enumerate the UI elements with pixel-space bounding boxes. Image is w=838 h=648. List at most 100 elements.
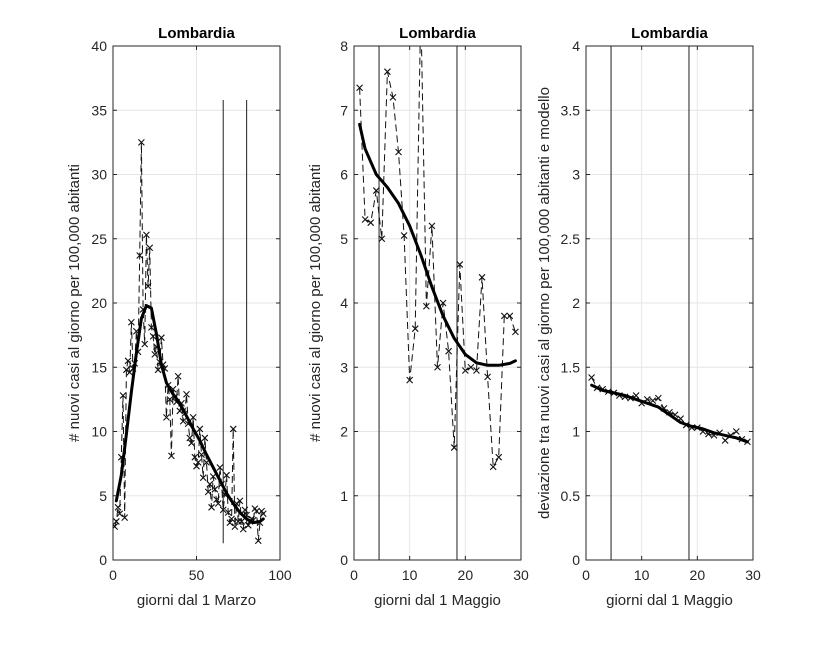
chart-title: Lombardia — [631, 25, 708, 42]
data-point-marker — [228, 515, 235, 523]
data-point-marker — [201, 434, 209, 442]
data-point-marker — [489, 463, 497, 471]
x-tick-label: 100 — [268, 567, 292, 583]
data-point-marker — [506, 312, 514, 320]
y-tick-label: 5 — [340, 231, 348, 247]
data-point-marker — [389, 94, 397, 101]
x-tick-label: 30 — [513, 567, 529, 583]
data-point-marker — [163, 413, 170, 421]
data-point-marker — [113, 518, 120, 525]
data-point-marker — [127, 318, 135, 326]
data-point-marker — [136, 252, 144, 259]
y-tick-label: 0.5 — [561, 488, 581, 504]
data-point-marker — [434, 363, 441, 371]
data-point-marker — [141, 340, 149, 348]
data-point-marker — [189, 413, 197, 421]
chart-panel-3: 0 10 20 30 0 0.5 1 1.5 2 2.5 3 3.5 4 Lombardia giorni … — [536, 25, 761, 609]
y-tick-label: 10 — [91, 424, 107, 440]
data-point-marker — [239, 525, 247, 533]
data-point-marker — [445, 347, 453, 355]
y-tick-label: 2 — [340, 424, 348, 440]
data-point-marker — [244, 521, 252, 529]
y-tick-label: 2 — [572, 295, 580, 311]
data-point-marker — [400, 232, 408, 239]
data-point-marker — [473, 367, 480, 374]
data-point-marker — [254, 537, 262, 545]
chart-panel-1: 0 50 100 0 5 10 15 20 25 30 35 40 Lombardia giorni da… — [66, 25, 292, 609]
data-point-marker — [113, 523, 119, 530]
data-point-marker — [211, 485, 219, 493]
data-point-marker — [418, 4, 424, 10]
data-point-marker — [179, 417, 187, 425]
data-point-marker — [183, 390, 190, 398]
data-point-marker — [732, 428, 740, 435]
data-point-marker — [166, 395, 174, 403]
y-tick-label: 1 — [340, 488, 348, 504]
x-tick-label: 30 — [745, 567, 761, 583]
data-point-marker — [649, 397, 657, 405]
y-tick-label: 6 — [340, 167, 348, 183]
data-point-marker — [168, 452, 175, 460]
data-point-marker — [411, 325, 419, 333]
data-point-marker — [121, 514, 129, 521]
x-tick-label: 20 — [458, 567, 474, 583]
data-point-marker — [456, 261, 464, 268]
data-point-marker — [146, 244, 154, 252]
y-tick-label: 8 — [340, 38, 348, 54]
data-point-marker — [356, 84, 363, 92]
data-point-marker — [196, 425, 204, 433]
data-point-marker — [367, 219, 375, 227]
data-point-marker — [216, 464, 224, 471]
data-point-marker — [151, 351, 159, 358]
data-point-marker — [114, 503, 122, 511]
data-point-marker — [116, 510, 124, 518]
data-point-marker — [193, 462, 200, 470]
y-tick-label: 25 — [91, 231, 107, 247]
data-point-marker — [223, 471, 230, 479]
data-point-marker — [154, 366, 162, 374]
data-point-marker — [204, 488, 212, 496]
data-point-marker — [467, 363, 475, 371]
y-tick-label: 3 — [572, 167, 580, 183]
y-tick-label: 2.5 — [561, 231, 581, 247]
series-model-line — [114, 304, 265, 525]
chart-title: Lombardia — [158, 25, 235, 42]
data-point-marker — [422, 302, 430, 310]
data-point-marker — [238, 518, 245, 525]
data-point-marker — [199, 474, 207, 482]
chart-panel-2: 0 10 20 30 0 1 2 3 4 5 6 7 8 Lombardia giorni dal 1 Ma… — [307, 4, 529, 609]
x-tick-label: 20 — [690, 567, 706, 583]
y-tick-label: 4 — [572, 38, 580, 54]
plot-area — [588, 46, 751, 560]
x-axis-label: giorni dal 1 Maggio — [606, 592, 733, 609]
chart-title: Lombardia — [399, 25, 476, 42]
y-tick-label: 30 — [91, 167, 107, 183]
data-point-marker — [186, 434, 194, 442]
data-point-marker — [236, 497, 244, 505]
y-tick-label: 0 — [340, 552, 348, 568]
data-point-marker — [124, 357, 132, 365]
data-point-marker — [188, 439, 195, 447]
data-point-marker — [194, 458, 202, 466]
data-point-marker — [119, 392, 127, 399]
y-axis-label: # nuovi casi al giorno per 100,000 abita… — [307, 164, 324, 442]
x-tick-label: 0 — [582, 567, 590, 583]
x-axis-label: giorni dal 1 Maggio — [374, 592, 501, 609]
data-point-marker — [208, 503, 215, 511]
y-tick-label: 40 — [91, 38, 107, 54]
y-tick-label: 4 — [340, 295, 348, 311]
data-point-marker — [484, 373, 491, 381]
y-tick-label: 7 — [340, 102, 348, 118]
y-tick-label: 5 — [99, 488, 107, 504]
data-point-marker — [229, 425, 237, 433]
data-point-marker — [500, 312, 508, 320]
data-point-marker — [226, 519, 234, 527]
y-tick-label: 0 — [572, 552, 580, 568]
y-tick-label: 3.5 — [561, 102, 581, 118]
series-model-line — [358, 122, 517, 367]
data-point-marker — [378, 235, 386, 243]
data-point-marker — [654, 394, 662, 402]
plot-area — [113, 99, 267, 545]
data-point-marker — [158, 334, 165, 342]
